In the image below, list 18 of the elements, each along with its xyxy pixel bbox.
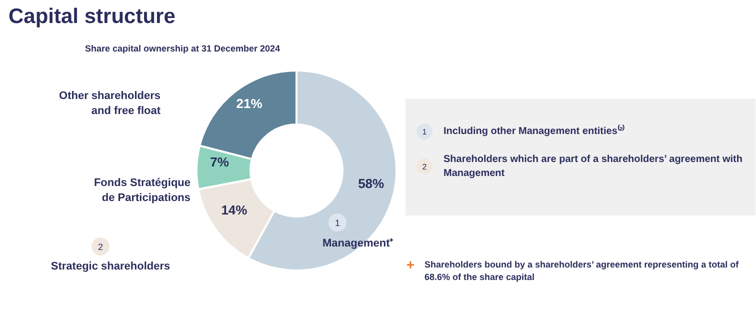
data-label: 58% [358,176,385,192]
data-label: 7% [210,154,230,170]
text: Shareholders bound by a shareholders’ agreement representing a total of 68.6% of the share capital [424,259,740,282]
text: 1 [334,218,340,228]
text: 2 [98,242,104,252]
text: Shareholders which are part of a shareholders’ agreement with Management [444,154,742,179]
text: 2 [422,162,427,172]
legend-label: Strategic shareholders [50,260,170,272]
slice-label: Other shareholders and free float [59,90,161,117]
data-label: 21% [236,96,263,112]
chart-subtitle: Share capital ownership at 31 December 2024 [84,44,280,54]
data-label: 14% [221,202,248,218]
text: 1 [422,128,427,136]
chart-title: Capital structure [8,5,176,28]
text: Including other Management entities⁽²⁾ [444,124,625,137]
text: + [406,256,415,272]
slice-label: Fonds Stratégique de Participations [94,177,191,204]
slice-label: Management⁺ [322,238,394,250]
